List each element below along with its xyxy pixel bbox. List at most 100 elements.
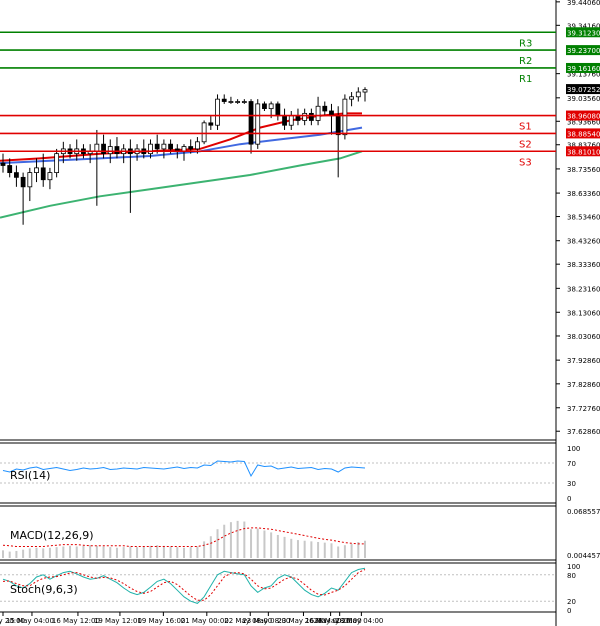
- candle-body: [255, 103, 261, 145]
- level-price-tag: [566, 110, 600, 121]
- rsi-tick-label: 70: [567, 460, 576, 468]
- candle-body: [148, 143, 153, 155]
- candle-body: [355, 91, 361, 98]
- candle-body: [7, 165, 13, 174]
- time-tick-label: 16 May 12:00: [52, 617, 100, 625]
- level-price-tag: [566, 45, 600, 56]
- level-price-label: 39.23700: [567, 47, 600, 55]
- candle-body: [188, 146, 194, 150]
- candle-body: [342, 98, 348, 136]
- stoch-tick-label: 80: [567, 572, 576, 580]
- time-tick-label: 14 May 20:00: [0, 617, 25, 625]
- candle-body: [362, 89, 368, 93]
- level-price-label: 38.88540: [567, 130, 600, 138]
- price-tick-label: 38.73560: [567, 166, 600, 174]
- time-tick-label: 19 May 16:00: [137, 617, 185, 625]
- level-price-tag: [566, 146, 600, 157]
- candle-body: [161, 143, 167, 150]
- candle-body: [308, 112, 314, 121]
- candle-body: [322, 105, 328, 112]
- candle-body: [47, 172, 53, 181]
- level-price-label: 38.96080: [567, 113, 600, 121]
- level-name-s3: S3: [519, 157, 532, 168]
- candle-body: [40, 167, 46, 181]
- time-tick-label: 28 May 04:00: [335, 617, 383, 625]
- candle-body: [168, 143, 173, 150]
- price-tick-label: 38.03060: [567, 333, 600, 341]
- level-price-label: 39.31230: [567, 29, 600, 37]
- price-tick-label: 38.63360: [567, 190, 600, 198]
- candle-body: [302, 112, 308, 121]
- candle-body: [268, 103, 274, 110]
- macd-tick-label: 0.068557: [567, 508, 600, 516]
- price-tick-label: 38.53460: [567, 214, 600, 222]
- candle-body: [114, 146, 120, 155]
- candle-body: [295, 115, 301, 121]
- rsi-tick-label: 0: [567, 495, 571, 503]
- candlesticks: [0, 87, 368, 225]
- level-price-tag: [566, 128, 600, 139]
- candle-body: [221, 98, 227, 102]
- stoch-label: Stoch(9,6,3): [10, 583, 78, 596]
- level-name-s2: S2: [519, 139, 532, 150]
- level-price-label: 38.81010: [567, 148, 600, 156]
- candle-body: [241, 101, 247, 103]
- price-tick-label: 38.93660: [567, 118, 600, 126]
- candle-body: [20, 176, 26, 188]
- candle-body: [315, 105, 321, 121]
- macd-pane: 0.068557 0.004457 MACD(12,26,9): [2, 508, 600, 560]
- candle-body: [201, 122, 207, 143]
- candle-body: [335, 115, 341, 136]
- time-tick-label: 26 May 20:00: [314, 617, 362, 625]
- pivot-levels: R3 39.31230 R2 39.23700 R1 39.16160 S1 38.96080…: [0, 27, 600, 168]
- price-tick-label: 39.34160: [567, 22, 600, 30]
- price-tick-label: 39.44060: [567, 0, 600, 7]
- price-tick-label: 37.92860: [567, 357, 600, 365]
- current-price-label: 39.07252: [567, 86, 600, 94]
- level-name-s1: S1: [519, 122, 532, 133]
- rsi-pane: 100 70 30 0 RSI(14): [0, 445, 580, 503]
- candle-body: [275, 103, 281, 117]
- macd-signal-line: [2, 527, 365, 547]
- level-price-label: 39.16160: [567, 65, 600, 73]
- candle-body: [27, 172, 33, 188]
- price-tick-label: 38.13060: [567, 309, 600, 317]
- time-tick-label: 23 May 08:00: [242, 617, 290, 625]
- candle-body: [215, 98, 220, 126]
- candle-body: [107, 146, 113, 155]
- level-name-r1: R1: [519, 74, 532, 85]
- candle-body: [248, 101, 254, 145]
- level-name-r3: R3: [519, 38, 532, 49]
- candle-body: [228, 101, 234, 103]
- candle-body: [54, 153, 60, 174]
- stoch-k-line: [2, 567, 366, 604]
- time-tick-label: 21 May 00:00: [181, 617, 229, 625]
- current-price: 39.07252: [566, 84, 600, 95]
- candle-body: [14, 172, 19, 178]
- candle-body: [154, 143, 160, 150]
- candle-body: [34, 167, 39, 174]
- time-tick-label: 26 May 00:00: [305, 617, 353, 625]
- price-tick-label: 38.83760: [567, 142, 600, 150]
- macd-tick-label: 0.004457: [567, 552, 600, 560]
- rsi-label: RSI(14): [10, 469, 50, 482]
- level-price-tag: [566, 62, 600, 73]
- price-tick-label: 38.33360: [567, 261, 600, 269]
- price-axis: 39.44060 39.34160 39.13760 39.03560 38.93660…: [556, 0, 600, 436]
- rsi-tick-label: 100: [567, 445, 580, 453]
- time-tick-label: 23 May 16:00: [277, 617, 325, 625]
- price-tick-label: 38.23160: [567, 285, 600, 293]
- ma-green-line: [0, 150, 363, 219]
- candle-body: [195, 141, 200, 150]
- candle-body: [288, 115, 294, 126]
- candle-body: [349, 96, 354, 100]
- time-tick-label: 19 May 12:00: [94, 617, 142, 625]
- candle-body: [282, 115, 287, 126]
- price-tick-label: 37.62860: [567, 428, 600, 436]
- macd-label: MACD(12,26,9): [10, 529, 94, 542]
- candle-body: [101, 143, 106, 155]
- level-price-tag: [566, 27, 600, 38]
- candle-body: [235, 101, 241, 103]
- current-price-tag: [566, 84, 600, 95]
